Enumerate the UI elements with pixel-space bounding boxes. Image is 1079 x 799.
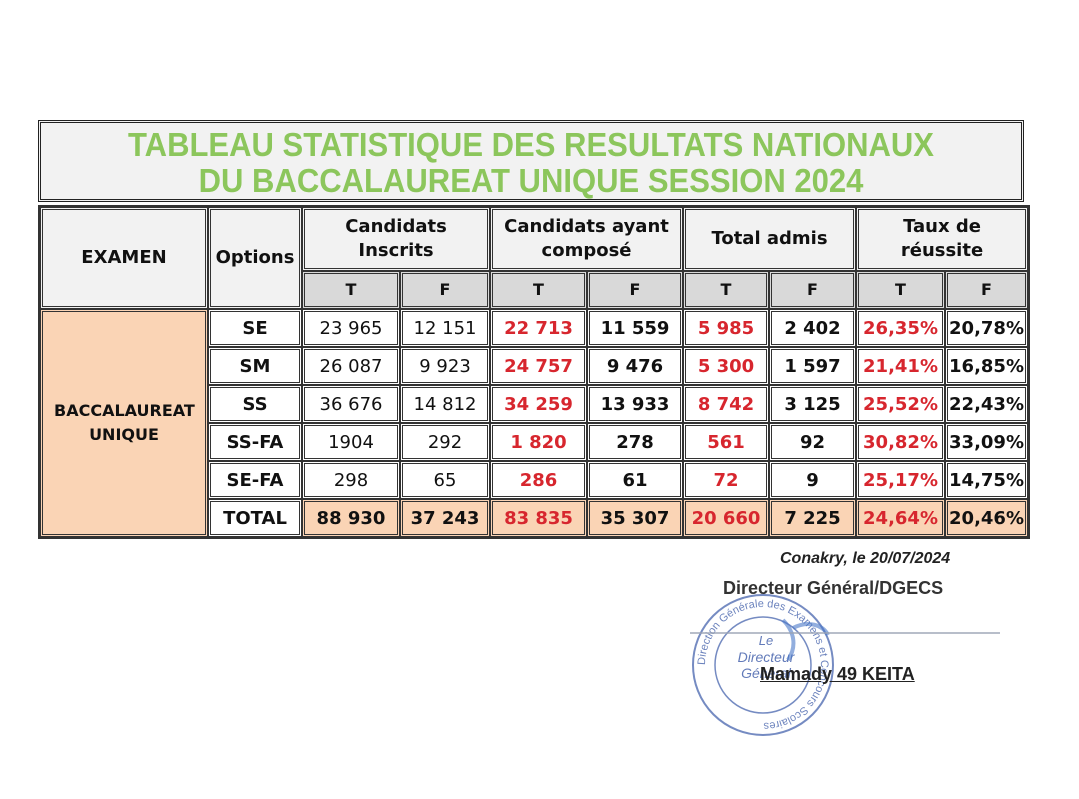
total-taux-f: 20,46% — [945, 499, 1029, 537]
official-stamp-icon: Direction Générale des Examens et Concou… — [692, 594, 834, 736]
place-date: Conakry, le 20/07/2024 — [780, 550, 951, 567]
total-composes-f: 35 307 — [587, 499, 684, 537]
subheader-inscrits-f: F — [400, 271, 491, 309]
inscrits-f-cell: 9 923 — [400, 347, 491, 385]
header-row-1: EXAMEN Options Candidats Inscrits Candid… — [40, 207, 1029, 309]
title-line-1: TABLEAU STATISTIQUE DES RESULTATS NATION… — [128, 126, 934, 163]
admis-t-cell: 561 — [683, 423, 770, 461]
signature-line — [690, 632, 1000, 634]
admis-t-cell: 5 985 — [683, 309, 770, 347]
svg-text:Directeur: Directeur — [738, 649, 796, 665]
inscrits-t-cell: 26 087 — [302, 347, 400, 385]
total-row: TOTAL 88 930 37 243 83 835 35 307 20 660… — [40, 499, 1029, 537]
admis-f-cell: 92 — [769, 423, 857, 461]
total-inscrits-t: 88 930 — [302, 499, 400, 537]
composes-t-cell: 24 757 — [490, 347, 588, 385]
inscrits-f-cell: 14 812 — [400, 385, 491, 423]
subheader-admis-f: F — [769, 271, 857, 309]
subheader-composes-f: F — [587, 271, 684, 309]
subheader-composes-t: T — [490, 271, 588, 309]
title-line-2: DU BACCALAUREAT UNIQUE SESSION 2024 — [198, 162, 864, 199]
option-cell: SM — [208, 347, 302, 385]
inscrits-f-cell: 292 — [400, 423, 491, 461]
taux-f-cell: 20,78% — [945, 309, 1029, 347]
inscrits-t-cell: 298 — [302, 461, 400, 499]
admis-t-cell: 5 300 — [683, 347, 770, 385]
inscrits-f-cell: 65 — [400, 461, 491, 499]
composes-f-cell: 13 933 — [587, 385, 684, 423]
taux-f-cell: 22,43% — [945, 385, 1029, 423]
admis-f-cell: 1 597 — [769, 347, 857, 385]
composes-t-cell: 286 — [490, 461, 588, 499]
admis-t-cell: 8 742 — [683, 385, 770, 423]
composes-f-cell: 9 476 — [587, 347, 684, 385]
composes-f-cell: 11 559 — [587, 309, 684, 347]
header-examen: EXAMEN — [40, 207, 208, 309]
header-total-admis: Total admis — [683, 207, 857, 271]
taux-t-cell: 21,41% — [856, 347, 946, 385]
svg-text:Le: Le — [759, 633, 773, 648]
title-box: TABLEAU STATISTIQUE DES RESULTATS NATION… — [38, 120, 1024, 202]
option-cell: SS — [208, 385, 302, 423]
taux-f-cell: 33,09% — [945, 423, 1029, 461]
subheader-taux-f: F — [945, 271, 1029, 309]
option-cell: SE-FA — [208, 461, 302, 499]
taux-t-cell: 25,17% — [856, 461, 946, 499]
taux-t-cell: 30,82% — [856, 423, 946, 461]
option-cell-total: TOTAL — [208, 499, 302, 537]
table-row: SS 36 676 14 812 34 259 13 933 8 742 3 1… — [40, 385, 1029, 423]
taux-t-cell: 25,52% — [856, 385, 946, 423]
table-row: SM 26 087 9 923 24 757 9 476 5 300 1 597… — [40, 347, 1029, 385]
header-options: Options — [208, 207, 302, 309]
table-row: SE-FA 298 65 286 61 72 9 25,17% 14,75% — [40, 461, 1029, 499]
svg-text:Général: Général — [741, 665, 792, 681]
total-admis-f: 7 225 — [769, 499, 857, 537]
exam-name: BACCALAUREAT UNIQUE — [54, 401, 195, 444]
total-admis-t: 20 660 — [683, 499, 770, 537]
header-taux-reussite: Taux de réussite — [856, 207, 1029, 271]
composes-f-cell: 278 — [587, 423, 684, 461]
admis-f-cell: 2 402 — [769, 309, 857, 347]
admis-f-cell: 3 125 — [769, 385, 857, 423]
total-taux-t: 24,64% — [856, 499, 946, 537]
header-row-2: T F T F T F T F — [40, 271, 1029, 309]
inscrits-t-cell: 23 965 — [302, 309, 400, 347]
header-candidats-composes: Candidats ayant composé — [490, 207, 684, 271]
table-row: BACCALAUREAT UNIQUE SE 23 965 12 151 22 … — [40, 309, 1029, 537]
results-table: EXAMEN Options Candidats Inscrits Candid… — [38, 205, 1031, 539]
taux-f-cell: 16,85% — [945, 347, 1029, 385]
admis-f-cell: 9 — [769, 461, 857, 499]
composes-f-cell: 61 — [587, 461, 684, 499]
composes-t-cell: 22 713 — [490, 309, 588, 347]
inscrits-t-cell: 1904 — [302, 423, 400, 461]
admis-t-cell: 72 — [683, 461, 770, 499]
option-cell: SS-FA — [208, 423, 302, 461]
composes-t-cell: 34 259 — [490, 385, 588, 423]
exam-name-cell: BACCALAUREAT UNIQUE — [40, 309, 208, 537]
header-candidats-inscrits: Candidats Inscrits — [302, 207, 491, 271]
signatory-title: Directeur Général/DGECS — [723, 578, 944, 598]
taux-f-cell: 14,75% — [945, 461, 1029, 499]
subheader-taux-t: T — [856, 271, 946, 309]
subheader-admis-t: T — [683, 271, 770, 309]
composes-t-cell: 1 820 — [490, 423, 588, 461]
total-composes-t: 83 835 — [490, 499, 588, 537]
inscrits-t-cell: 36 676 — [302, 385, 400, 423]
signatory-name: Mamady 49 KEITA — [760, 664, 915, 684]
table-row: SS-FA 1904 292 1 820 278 561 92 30,82% 3… — [40, 423, 1029, 461]
subheader-inscrits-t: T — [302, 271, 400, 309]
taux-t-cell: 26,35% — [856, 309, 946, 347]
inscrits-f-cell: 12 151 — [400, 309, 491, 347]
option-cell: SE — [208, 309, 302, 347]
total-inscrits-f: 37 243 — [400, 499, 491, 537]
